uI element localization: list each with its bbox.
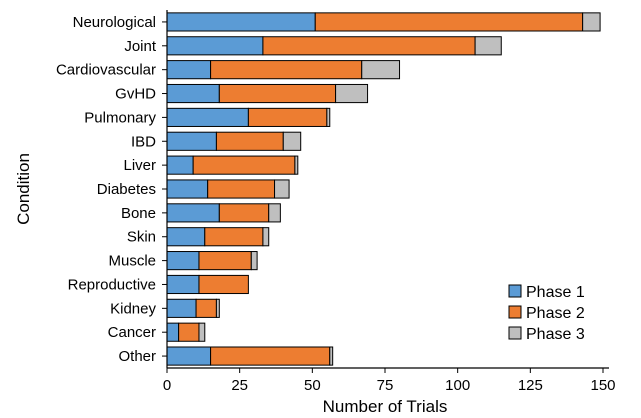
bar-bone-phase-1 xyxy=(166,203,220,223)
x-tick-label: 75 xyxy=(377,377,394,394)
y-tick-label: Neurological xyxy=(73,14,156,31)
bar-cardiovascular-phase-2 xyxy=(210,60,363,80)
bar-ibd-phase-2 xyxy=(215,131,284,151)
bar-kidney-phase-1 xyxy=(166,298,197,318)
bar-liver-phase-2 xyxy=(192,155,296,175)
y-tick-label: Skin xyxy=(127,229,156,246)
x-tick-labels: 0 25 50 75 100 125 150 xyxy=(163,368,616,394)
y-tick-label: Other xyxy=(118,348,156,365)
x-tick-label: 0 xyxy=(163,377,171,394)
x-tick-label: 150 xyxy=(590,377,615,394)
bar-diabetes-phase-1 xyxy=(166,179,209,199)
x-axis-title: Number of Trials xyxy=(323,397,448,416)
bar-pulmonary-phase-3 xyxy=(326,107,331,127)
y-tick-labels: Neurological Joint Cardiovascular GvHD Pulmo… xyxy=(56,14,167,365)
y-tick-label: Cardiovascular xyxy=(56,62,156,79)
bar-kidney-phase-3 xyxy=(215,298,220,318)
bar-gvhd-phase-1 xyxy=(166,83,220,104)
y-tick-label: Liver xyxy=(123,157,156,174)
bar-gvhd-phase-2 xyxy=(218,83,337,104)
bar-liver-phase-3 xyxy=(294,155,299,175)
y-tick-label: Joint xyxy=(124,38,157,55)
bar-muscle-phase-1 xyxy=(166,251,200,271)
legend-swatch-phase-2 xyxy=(508,305,522,319)
bar-ibd-phase-1 xyxy=(166,131,217,151)
y-tick-label: Reproductive xyxy=(68,276,156,293)
bar-diabetes-phase-3 xyxy=(274,179,290,199)
x-tick-label: 50 xyxy=(304,377,321,394)
bar-joint-phase-3 xyxy=(474,36,502,56)
bar-kidney-phase-2 xyxy=(195,298,217,318)
bar-other-phase-2 xyxy=(210,346,331,366)
y-tick-label: GvHD xyxy=(115,86,156,103)
bar-joint-phase-2 xyxy=(262,36,476,56)
bar-pulmonary-phase-1 xyxy=(166,107,249,127)
bars-group xyxy=(166,12,601,366)
bar-joint-phase-1 xyxy=(166,36,264,56)
bar-cardiovascular-phase-1 xyxy=(166,60,212,80)
x-tick-label: 125 xyxy=(518,377,543,394)
bar-skin-phase-1 xyxy=(166,227,206,247)
y-tick-label: Pulmonary xyxy=(84,109,156,126)
bar-muscle-phase-2 xyxy=(198,251,252,271)
x-tick-label: 100 xyxy=(445,377,470,394)
bar-neurological-phase-2 xyxy=(314,12,584,32)
bar-neurological-phase-1 xyxy=(166,12,316,32)
legend-label-phase-1: Phase 1 xyxy=(526,284,585,301)
y-axis-title: Condition xyxy=(14,153,33,225)
legend-swatch-phase-3 xyxy=(508,326,522,340)
y-tick-label: IBD xyxy=(131,133,156,150)
bar-cardiovascular-phase-3 xyxy=(361,60,401,80)
bar-reproductive-phase-2 xyxy=(198,274,249,295)
bar-neurological-phase-3 xyxy=(582,12,601,32)
bar-ibd-phase-3 xyxy=(282,131,302,151)
bar-other-phase-3 xyxy=(329,346,334,366)
bar-muscle-phase-3 xyxy=(250,251,258,271)
bar-bone-phase-3 xyxy=(268,203,281,223)
bar-bone-phase-2 xyxy=(218,203,270,223)
legend-swatch-phase-1 xyxy=(508,284,522,298)
legend-label-phase-3: Phase 3 xyxy=(526,326,585,343)
bar-skin-phase-2 xyxy=(204,227,264,247)
bar-cancer-phase-3 xyxy=(198,322,206,342)
bar-cancer-phase-1 xyxy=(166,322,180,342)
y-tick-label: Muscle xyxy=(108,253,156,270)
bar-pulmonary-phase-2 xyxy=(247,107,328,127)
x-tick-label: 25 xyxy=(231,377,248,394)
y-tick-label: Bone xyxy=(121,205,156,222)
y-tick-label: Cancer xyxy=(108,324,156,341)
y-tick-label: Kidney xyxy=(110,300,156,317)
bar-reproductive-phase-1 xyxy=(166,274,200,295)
bar-skin-phase-3 xyxy=(262,227,270,247)
bar-liver-phase-1 xyxy=(166,155,194,175)
bar-diabetes-phase-2 xyxy=(207,179,276,199)
legend-label-phase-2: Phase 2 xyxy=(526,305,585,322)
bar-gvhd-phase-3 xyxy=(335,83,369,104)
legend: Phase 1 Phase 2 Phase 3 xyxy=(508,284,585,343)
bar-cancer-phase-2 xyxy=(178,322,200,342)
bar-other-phase-1 xyxy=(166,346,212,366)
y-tick-label: Diabetes xyxy=(97,181,156,198)
